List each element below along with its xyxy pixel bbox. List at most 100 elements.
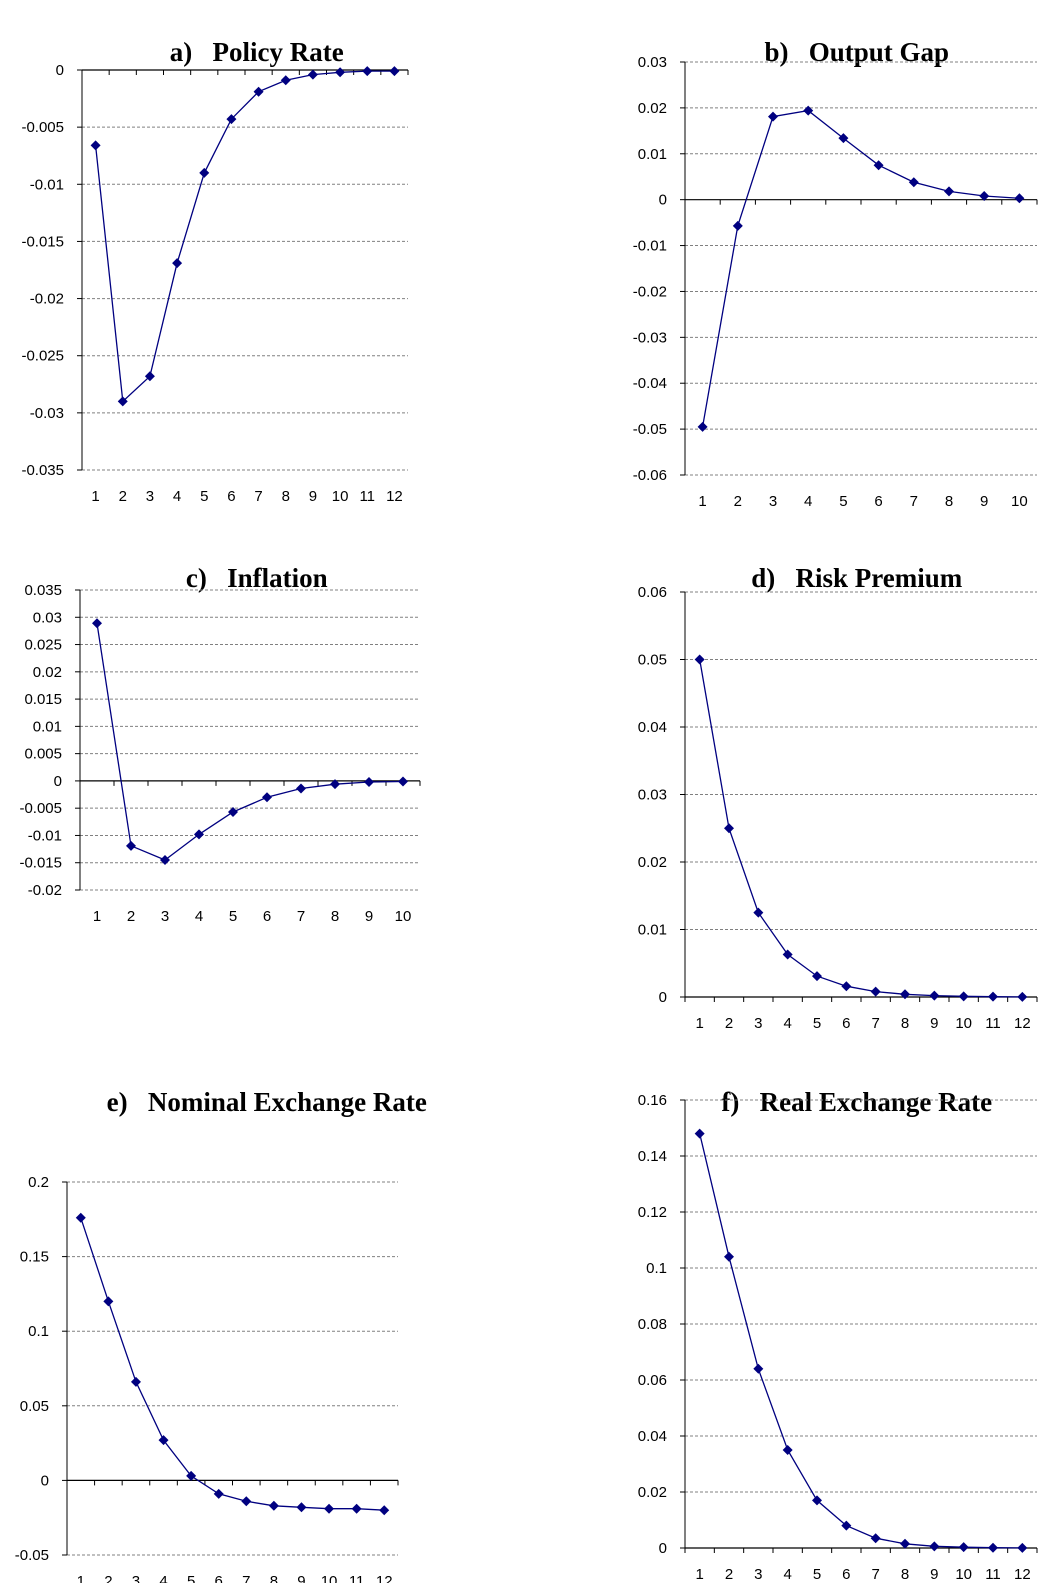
- x-tick-label: 3: [754, 1015, 762, 1032]
- y-tick-label: 0: [659, 989, 667, 1006]
- y-tick-label: -0.01: [633, 238, 667, 255]
- data-point: [900, 989, 910, 1000]
- y-tick-label: -0.05: [633, 421, 667, 438]
- x-tick-label: 2: [104, 1573, 112, 1583]
- series-line: [701, 109, 1020, 427]
- panel-label: c): [185, 563, 207, 593]
- x-tick-label: 3: [161, 908, 169, 925]
- data-point: [268, 1500, 279, 1511]
- x-tick-label: 8: [901, 1015, 909, 1032]
- data-point: [117, 396, 128, 407]
- data-point: [186, 1470, 197, 1481]
- x-tick-label: 7: [871, 1015, 879, 1032]
- x-tick-label: 6: [215, 1573, 223, 1583]
- x-tick-label: 8: [945, 493, 953, 510]
- y-tick-label: -0.005: [19, 800, 62, 817]
- x-tick-label: 2: [119, 488, 127, 505]
- x-tick-label: 10: [955, 1015, 972, 1032]
- x-tick-label: 10: [955, 1566, 972, 1583]
- y-tick-label: 0.03: [638, 54, 667, 71]
- data-point: [841, 1520, 852, 1531]
- x-tick-label: 3: [754, 1566, 762, 1583]
- data-point: [908, 177, 919, 188]
- x-tick-label: 11: [985, 1015, 1001, 1032]
- data-point: [160, 855, 170, 865]
- data-point: [213, 1488, 224, 1499]
- y-tick-label: 0: [54, 773, 62, 790]
- data-point: [92, 618, 102, 629]
- x-tick-label: 12: [376, 1573, 393, 1583]
- y-tick-label: 0.2: [28, 1174, 49, 1191]
- x-tick-label: 9: [930, 1015, 938, 1032]
- x-tick-label: 3: [132, 1573, 140, 1583]
- x-tick-label: 1: [695, 1015, 703, 1032]
- x-tick-label: 12: [386, 488, 403, 505]
- y-tick-label: -0.06: [633, 467, 667, 484]
- panel-title-a: a) Policy Rate: [100, 6, 400, 68]
- series-line: [699, 659, 1023, 998]
- panel-title-text: Real Exchange Rate: [759, 1087, 993, 1117]
- x-tick-label: 11: [985, 1566, 1001, 1583]
- x-tick-label: 2: [734, 493, 742, 510]
- data-point: [870, 1533, 881, 1544]
- x-tick-label: 7: [910, 493, 918, 510]
- data-point: [335, 67, 346, 78]
- x-tick-label: 1: [695, 1566, 703, 1583]
- data-point: [364, 777, 374, 787]
- panel-title-e: e) Nominal Exchange Rate: [60, 1056, 460, 1118]
- x-tick-label: 1: [93, 908, 101, 925]
- panel-title-text: Risk Premium: [795, 563, 963, 593]
- data-point: [226, 114, 237, 125]
- panel-label: d): [751, 563, 776, 593]
- data-point: [228, 807, 238, 817]
- data-point: [280, 75, 291, 86]
- x-tick-label: 7: [254, 488, 262, 505]
- data-point: [126, 840, 136, 851]
- x-tick-label: 10: [332, 488, 349, 505]
- y-tick-label: -0.02: [633, 283, 667, 300]
- data-point: [753, 907, 764, 918]
- x-tick-label: 6: [263, 908, 271, 925]
- data-point: [958, 991, 969, 1002]
- y-tick-label: -0.015: [19, 855, 62, 872]
- panel-label: a): [169, 37, 193, 67]
- y-tick-label: 0: [659, 192, 667, 209]
- panel-label: e): [106, 1087, 128, 1117]
- data-point: [253, 86, 264, 97]
- series-line: [94, 70, 395, 403]
- data-point: [988, 991, 998, 1002]
- y-tick-label: 0.14: [638, 1148, 667, 1165]
- panel-title-f: f) Real Exchange Rate: [670, 1056, 1030, 1118]
- y-tick-label: -0.03: [30, 405, 64, 422]
- y-tick-label: 0.03: [33, 609, 62, 626]
- data-point: [838, 133, 849, 144]
- y-tick-label: -0.01: [28, 827, 62, 844]
- x-tick-label: 2: [725, 1015, 733, 1032]
- data-point: [724, 823, 734, 834]
- y-tick-label: 0.1: [28, 1323, 49, 1340]
- y-tick-label: -0.025: [21, 348, 64, 365]
- y-tick-label: 0: [56, 62, 64, 79]
- x-tick-label: 8: [282, 488, 290, 505]
- x-tick-label: 9: [980, 493, 988, 510]
- data-point: [753, 1363, 764, 1374]
- data-point: [194, 829, 204, 840]
- data-point: [929, 990, 940, 1001]
- data-point: [362, 66, 373, 77]
- x-tick-label: 6: [842, 1566, 850, 1583]
- y-tick-label: -0.02: [30, 291, 64, 308]
- data-point: [398, 776, 408, 787]
- data-point: [296, 1502, 307, 1513]
- data-point: [199, 167, 210, 178]
- data-point: [724, 1251, 734, 1262]
- x-tick-label: 5: [813, 1566, 821, 1583]
- x-tick-label: 4: [195, 908, 203, 925]
- y-tick-label: -0.015: [21, 233, 64, 250]
- x-tick-label: 3: [146, 488, 154, 505]
- data-point: [873, 160, 884, 171]
- data-point: [296, 783, 306, 794]
- x-tick-label: 7: [297, 908, 305, 925]
- panel-title-d: d) Risk Premium: [700, 532, 1000, 594]
- data-point: [782, 1445, 793, 1455]
- y-tick-label: 0.01: [638, 146, 667, 163]
